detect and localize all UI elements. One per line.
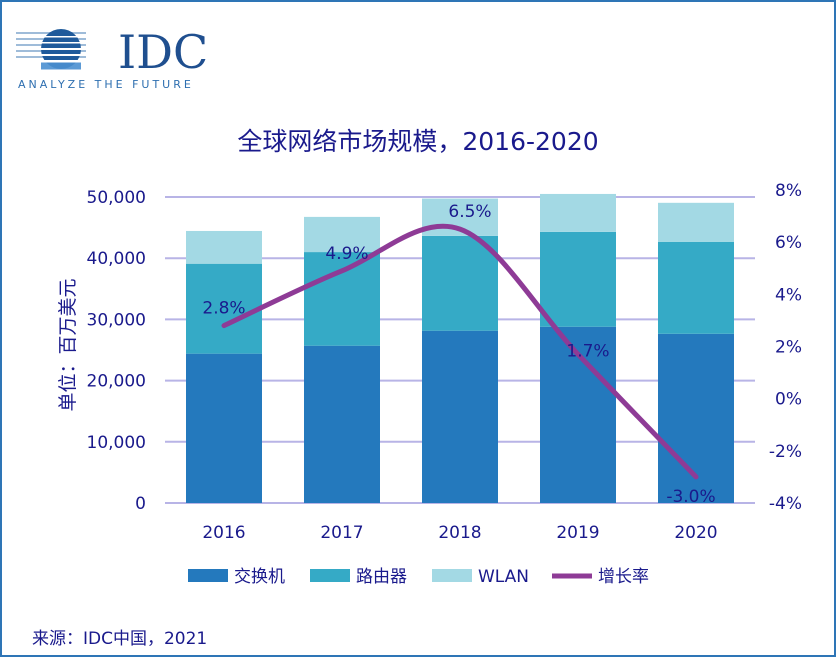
x-tick-label: 2016 (202, 523, 245, 543)
bar-交换机-2016 (186, 353, 262, 503)
bar-路由器-2016 (186, 263, 262, 354)
growth-data-label: 4.9% (325, 244, 368, 264)
y2-tick-label: 6% (775, 233, 802, 253)
bar-WLAN-2016 (186, 230, 262, 264)
growth-data-label: 2.8% (202, 299, 245, 319)
x-tick-label: 2019 (556, 523, 599, 543)
y2-tick-label: 0% (775, 390, 802, 410)
growth-data-label: 6.5% (448, 202, 491, 222)
idc-logo: IDC ANALYZE THE FUTURE (16, 25, 208, 91)
x-tick-label: 2018 (438, 523, 481, 543)
bar-路由器-2019 (540, 231, 616, 327)
y2-tick-label: -2% (769, 442, 802, 462)
y-tick-label: 20,000 (87, 372, 146, 392)
y2-tick-label: -4% (769, 494, 802, 514)
y2-tick-label: 4% (775, 285, 802, 305)
growth-line (221, 223, 699, 480)
growth-data-label: -3.0% (666, 487, 715, 507)
x-tick-label: 2020 (674, 523, 717, 543)
bar-路由器-2018 (422, 235, 498, 331)
legend-label: 路由器 (356, 567, 407, 587)
growth-data-label: 1.7% (566, 341, 609, 361)
bar-WLAN-2020 (658, 202, 734, 242)
y2-tick-label: 2% (775, 338, 802, 358)
bar-路由器-2017 (304, 252, 380, 346)
bar-交换机-2018 (422, 330, 498, 503)
legend-label: 增长率 (598, 567, 649, 587)
legend-label: 交换机 (234, 567, 285, 587)
x-tick-label: 2017 (320, 523, 363, 543)
y-tick-label: 0 (135, 494, 146, 514)
legend-label: WLAN (478, 567, 529, 587)
chart-title: 全球网络市场规模，2016-2020 (237, 127, 598, 156)
logo-text: IDC (118, 25, 208, 79)
logo-tagline: ANALYZE THE FUTURE (18, 78, 194, 91)
y-tick-label: 10,000 (87, 433, 146, 453)
bar-WLAN-2017 (304, 216, 380, 253)
y-tick-label: 30,000 (87, 310, 146, 330)
bar-交换机-2017 (304, 345, 380, 503)
legend-swatch (310, 569, 350, 582)
legend-swatch (432, 569, 472, 582)
bar-路由器-2020 (658, 241, 734, 334)
legend-swatch (188, 569, 228, 582)
source-note: 来源：IDC中国，2021 (32, 629, 208, 649)
y2-tick-label: 8% (775, 181, 802, 201)
y-tick-label: 50,000 (87, 188, 146, 208)
y-axis-label: 单位：百万美元 (57, 278, 79, 411)
y-tick-label: 40,000 (87, 249, 146, 269)
bar-WLAN-2019 (540, 193, 616, 232)
